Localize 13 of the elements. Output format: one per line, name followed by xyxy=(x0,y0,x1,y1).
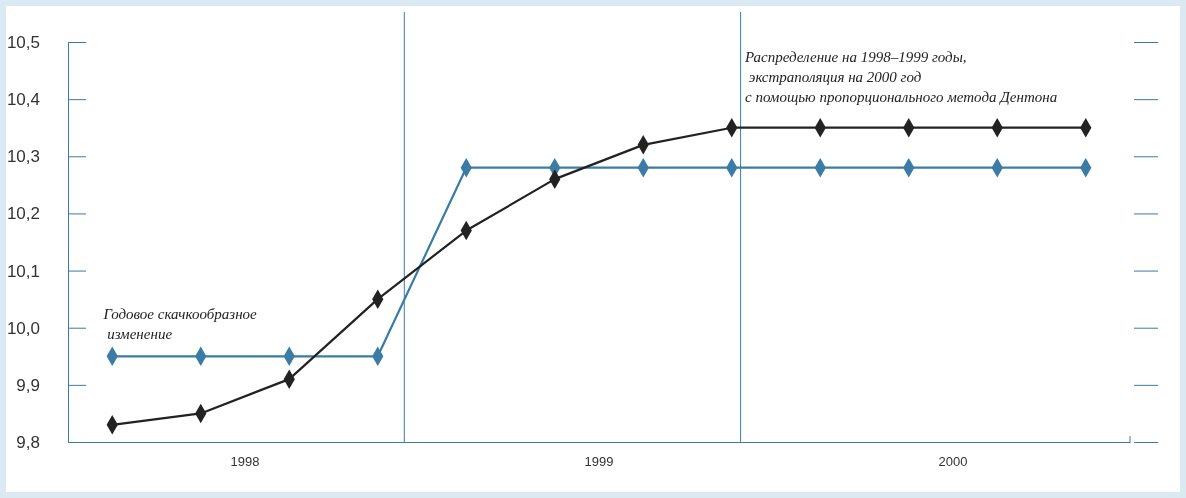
y-tick-label: 10,0 xyxy=(6,318,40,338)
y-tick-label: 10,4 xyxy=(6,90,40,110)
text: 1998 xyxy=(230,454,260,469)
annotation: Распределение на 1998–1999 годы, экстраполяция на 2000 год с помощью пропорционального метода Дентона xyxy=(744,49,1058,105)
y-tick-label: 10,3 xyxy=(6,147,40,167)
y-tick-label: 10,1 xyxy=(6,261,40,281)
text: 1999 xyxy=(584,454,614,469)
y-tick-label: 9,9 xyxy=(16,375,40,395)
y-tick-label: 9,8 xyxy=(16,432,40,452)
y-tick-label: 10,5 xyxy=(6,32,40,52)
text: 2000 xyxy=(938,454,968,469)
y-tick-label: 10,2 xyxy=(6,204,40,224)
annotation: Годовое скачкообразное изменение xyxy=(102,306,258,343)
